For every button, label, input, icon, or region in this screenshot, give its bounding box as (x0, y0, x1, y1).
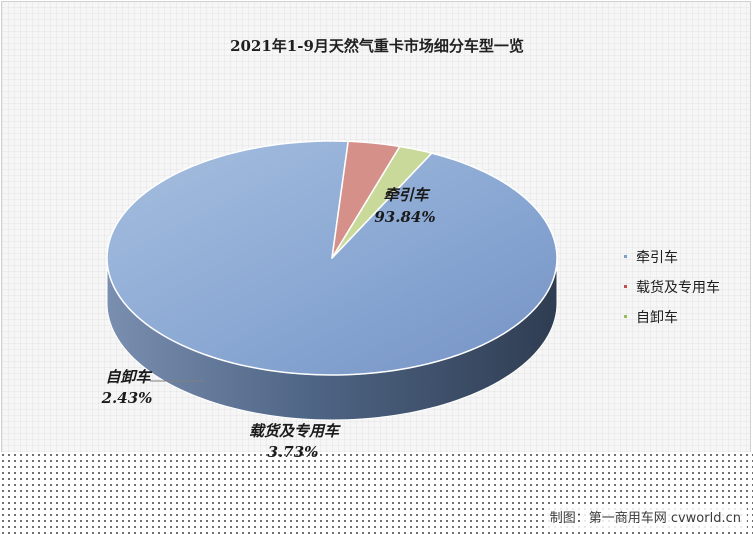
chart-title: 2021年1-9月天然气重卡市场细分车型一览 (230, 37, 524, 55)
legend-label: 牵引车 (636, 249, 678, 266)
data-label-value: 2.43% (101, 389, 153, 407)
legend-swatch (624, 285, 627, 288)
legend: 牵引车 载货及专用车 自卸车 (624, 249, 720, 326)
data-label-value: 93.84% (374, 208, 435, 226)
pie-slice-2 (331, 145, 433, 259)
legend-item: 载货及专用车 (624, 279, 720, 296)
data-label-value: 3.73% (268, 443, 319, 461)
legend-swatch (624, 255, 627, 258)
legend-item: 自卸车 (624, 309, 678, 326)
legend-label: 载货及专用车 (636, 279, 720, 296)
legend-item: 牵引车 (624, 249, 678, 266)
data-label-category: 自卸车 (105, 368, 152, 386)
data-label-category: 载货及专用车 (249, 422, 341, 440)
watermark-text: 制图：第一商用车网 cvworld.cn (543, 505, 747, 528)
legend-label: 自卸车 (636, 309, 678, 326)
data-label-category: 牵引车 (383, 186, 430, 204)
legend-swatch (624, 315, 627, 318)
